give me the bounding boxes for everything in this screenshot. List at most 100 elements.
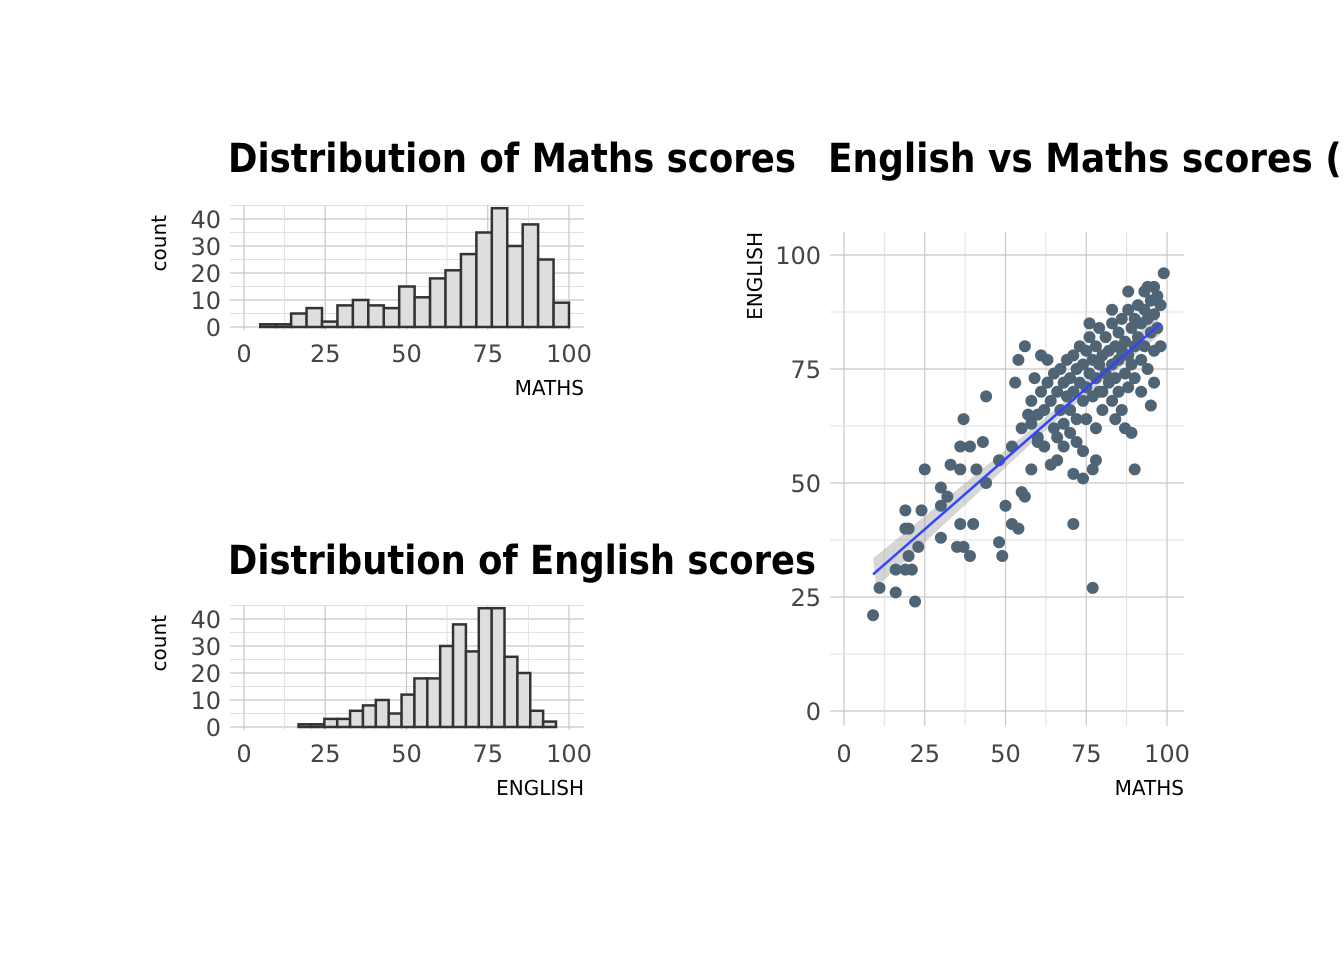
- histogram-bar: [305, 306, 324, 329]
- x-tick-label: 50: [990, 740, 1021, 768]
- scatter-point: [967, 518, 980, 531]
- y-tick-label: 30: [190, 233, 221, 261]
- scatter-point: [1141, 363, 1154, 375]
- y-tick-label: 40: [190, 206, 221, 234]
- scatter-point: [1096, 404, 1109, 417]
- scatter-point: [1077, 445, 1090, 458]
- scatter-point: [902, 549, 915, 562]
- scatter-point: [1089, 422, 1102, 435]
- scatter-point: [899, 504, 912, 517]
- scatter-point: [1148, 376, 1161, 389]
- x-tick-label: 25: [310, 340, 341, 368]
- histogram-bar: [413, 296, 432, 329]
- scatter-point: [1067, 518, 1080, 531]
- histogram-bar: [310, 723, 326, 729]
- scatter-point: [1115, 312, 1128, 325]
- scatter-point: [963, 440, 976, 453]
- scatter-point: [993, 536, 1006, 549]
- scatter-point: [918, 463, 931, 476]
- scatter-point: [934, 499, 947, 512]
- histogram-bar: [490, 606, 506, 729]
- scatter-point: [957, 413, 970, 426]
- histogram-bar: [503, 655, 519, 729]
- histogram-bar: [289, 312, 308, 329]
- scatter-point: [1083, 317, 1096, 330]
- scatter-point: [1135, 385, 1148, 398]
- x-tick-label: 0: [236, 740, 251, 768]
- scatter-point: [1047, 422, 1060, 435]
- x-axis-label: MATHS: [1115, 776, 1184, 800]
- scatter-point: [1141, 280, 1154, 293]
- x-axis-label: ENGLISH: [496, 776, 584, 800]
- histogram-bar: [382, 306, 401, 329]
- scatter-point: [1022, 408, 1035, 421]
- y-tick-label: 40: [190, 606, 221, 634]
- x-tick-label: 0: [836, 740, 851, 768]
- y-tick-label: 50: [790, 470, 821, 498]
- scatter-point: [1093, 358, 1106, 371]
- scatter-point: [1138, 340, 1151, 353]
- histogram-bar: [259, 323, 277, 329]
- scatter-point: [905, 563, 918, 576]
- scatter-point: [1064, 426, 1077, 439]
- scatter-point: [1119, 335, 1132, 348]
- english-hist-title: Distribution of English scores: [228, 538, 816, 584]
- histogram-bar: [536, 258, 555, 329]
- scatter-point: [1064, 404, 1077, 417]
- scatter-point: [1151, 290, 1164, 303]
- y-axis-label: count: [147, 615, 171, 672]
- y-tick-label: 75: [790, 356, 821, 384]
- scatter-point: [1093, 385, 1106, 398]
- scatter-point: [999, 499, 1012, 512]
- scatter-point: [1070, 435, 1083, 448]
- scatter-point: [934, 531, 947, 544]
- scatter-point: [1093, 321, 1106, 334]
- scatter-point: [1099, 331, 1112, 344]
- scatter-point: [1122, 349, 1135, 362]
- scatter-point: [1038, 404, 1051, 417]
- scatter-point: [1148, 308, 1161, 321]
- scatter-point: [1089, 340, 1102, 353]
- histogram-bar: [490, 206, 509, 329]
- scatter-point: [889, 563, 902, 576]
- scatter-point: [934, 481, 947, 494]
- scatter-point: [1025, 463, 1038, 476]
- scatter-point: [1054, 363, 1067, 375]
- scatter-point: [1125, 321, 1138, 334]
- scatter-point: [1051, 385, 1064, 398]
- x-tick-label: 50: [391, 340, 422, 368]
- scatter-point: [1138, 303, 1151, 316]
- scatter-point: [1109, 372, 1122, 385]
- histogram-bar: [297, 723, 313, 729]
- histogram-bar: [426, 677, 442, 729]
- scatter-point: [1015, 486, 1028, 499]
- scatter-point: [954, 440, 967, 453]
- scatter-point: [1057, 440, 1070, 453]
- scatter-point: [954, 518, 967, 531]
- scatter-title: English vs Maths scores (P: [828, 136, 1344, 182]
- y-tick-label: 20: [190, 260, 221, 288]
- histogram-bar: [367, 304, 385, 329]
- histogram-bar: [351, 298, 370, 329]
- histogram-bar: [444, 269, 463, 329]
- scatter-point: [1035, 385, 1048, 398]
- y-tick-label: 20: [190, 660, 221, 688]
- scatter-point: [1080, 413, 1093, 426]
- scatter-point: [1012, 353, 1025, 366]
- maths-hist-title: Distribution of Maths scores: [228, 136, 796, 182]
- scatter-point: [1077, 358, 1090, 371]
- scatter-point: [1067, 349, 1080, 362]
- scatter-point: [970, 463, 983, 476]
- histogram-bar: [477, 606, 493, 729]
- scatter-point: [1077, 472, 1090, 485]
- histogram-bar: [506, 244, 524, 329]
- x-tick-label: 100: [546, 740, 592, 768]
- x-axis-label: MATHS: [515, 376, 584, 400]
- y-tick-label: 30: [190, 633, 221, 661]
- x-tick-label: 75: [1071, 740, 1102, 768]
- scatter-point: [1144, 399, 1157, 412]
- scatter-point: [909, 595, 922, 608]
